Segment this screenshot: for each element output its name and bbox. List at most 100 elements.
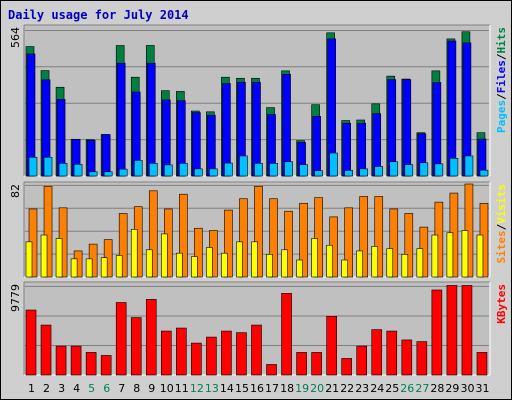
bar-pages [179, 163, 188, 177]
x-tick-label: 29 [445, 382, 459, 395]
x-tick-label: 4 [73, 382, 80, 395]
bar-visits [70, 258, 78, 278]
x-tick-label: 11 [175, 382, 189, 395]
bar-visits [160, 233, 168, 278]
bar-pages [464, 155, 474, 177]
x-tick-label: 16 [250, 382, 264, 395]
x-tick-label: 17 [265, 382, 279, 395]
bar-visits [115, 255, 123, 278]
bar-pages [73, 164, 83, 177]
bar-visits [476, 234, 484, 278]
bar-pages [224, 162, 233, 177]
x-tick-label: 31 [476, 382, 490, 395]
bar-visits [176, 252, 183, 278]
bar-pages [58, 163, 68, 177]
bar-visits [55, 238, 63, 278]
bar-sites [359, 196, 369, 278]
bar-files [282, 73, 291, 177]
y-max-label-bottom: 9779 [9, 284, 22, 312]
x-tick-label: 25 [385, 382, 399, 395]
bar-kbytes [100, 355, 112, 376]
bar-visits [25, 241, 33, 278]
bar-sites [389, 208, 399, 278]
bar-visits [446, 232, 454, 278]
bar-pages [239, 155, 248, 177]
bar-pages [133, 160, 143, 177]
bar-visits [236, 241, 243, 278]
x-tick-label: 22 [340, 382, 354, 395]
bar-sites [224, 209, 233, 278]
bar-visits [311, 238, 318, 278]
bar-pages [479, 169, 489, 177]
bar-visits [461, 230, 469, 278]
bar-files [252, 81, 261, 177]
bar-sites [404, 213, 414, 278]
bar-pages [344, 170, 353, 177]
bar-files [342, 122, 351, 177]
bar-pages [194, 168, 203, 177]
x-tick-label: 27 [415, 382, 429, 395]
legend-bottom: KBytes [495, 284, 508, 324]
bar-pages [103, 171, 113, 177]
bar-visits [145, 249, 153, 278]
bar-kbytes [191, 342, 202, 376]
legend-middle: Sites/Visits [495, 184, 508, 264]
bar-files [161, 99, 171, 177]
bar-visits [281, 249, 288, 278]
bar-kbytes [85, 352, 97, 376]
bar-visits [266, 254, 273, 278]
bar-sites [254, 185, 263, 278]
bar-kbytes [221, 330, 232, 376]
x-tick-label: 2 [43, 382, 50, 395]
bar-kbytes [341, 358, 352, 376]
bar-pages [359, 168, 369, 177]
bar-sites [194, 227, 203, 278]
bar-visits [386, 248, 394, 278]
x-tick-label: 5 [88, 382, 95, 395]
bar-kbytes [326, 316, 337, 376]
legend-entry-visits: Visits [495, 184, 508, 224]
x-tick-label: 13 [205, 382, 219, 395]
bar-sites [374, 196, 384, 278]
bar-pages [118, 168, 128, 177]
bar-sites [344, 207, 353, 278]
x-tick-label: 12 [190, 382, 204, 395]
x-tick-label: 9 [148, 382, 155, 395]
bar-files [86, 140, 96, 177]
bar-files [357, 122, 367, 177]
bar-pages [284, 161, 293, 177]
bar-kbytes [476, 352, 488, 376]
y-max-label-middle: 82 [9, 184, 22, 198]
x-tick-label: 10 [160, 382, 174, 395]
y-max-label-top: 564 [9, 27, 22, 48]
bar-pages [43, 156, 53, 177]
bar-kbytes [431, 289, 443, 376]
bar-visits [431, 234, 439, 278]
bar-kbytes [401, 339, 413, 376]
x-tick-label: 18 [280, 382, 294, 395]
bar-pages [269, 163, 278, 177]
x-tick-label: 3 [58, 382, 65, 395]
bar-visits [130, 229, 138, 278]
bar-visits [416, 248, 424, 278]
bar-kbytes [70, 345, 82, 376]
bar-pages [404, 164, 414, 177]
bar-visits [401, 254, 409, 278]
legend-entry-sites: Sites [495, 230, 508, 263]
bar-visits [371, 246, 379, 278]
bar-kbytes [160, 330, 172, 376]
bar-visits [341, 259, 348, 278]
x-tick-label: 6 [103, 382, 110, 395]
bar-sites [43, 185, 53, 278]
bar-kbytes [115, 302, 127, 376]
x-tick-label: 14 [220, 382, 234, 395]
bar-files [207, 114, 216, 177]
bar-kbytes [130, 317, 142, 376]
x-tick-label: 7 [118, 382, 125, 395]
bar-pages [419, 162, 429, 177]
legend-entry-hits: Hits [495, 27, 508, 54]
bar-sites [299, 202, 308, 278]
bar-kbytes [25, 309, 37, 376]
bar-kbytes [296, 352, 307, 376]
